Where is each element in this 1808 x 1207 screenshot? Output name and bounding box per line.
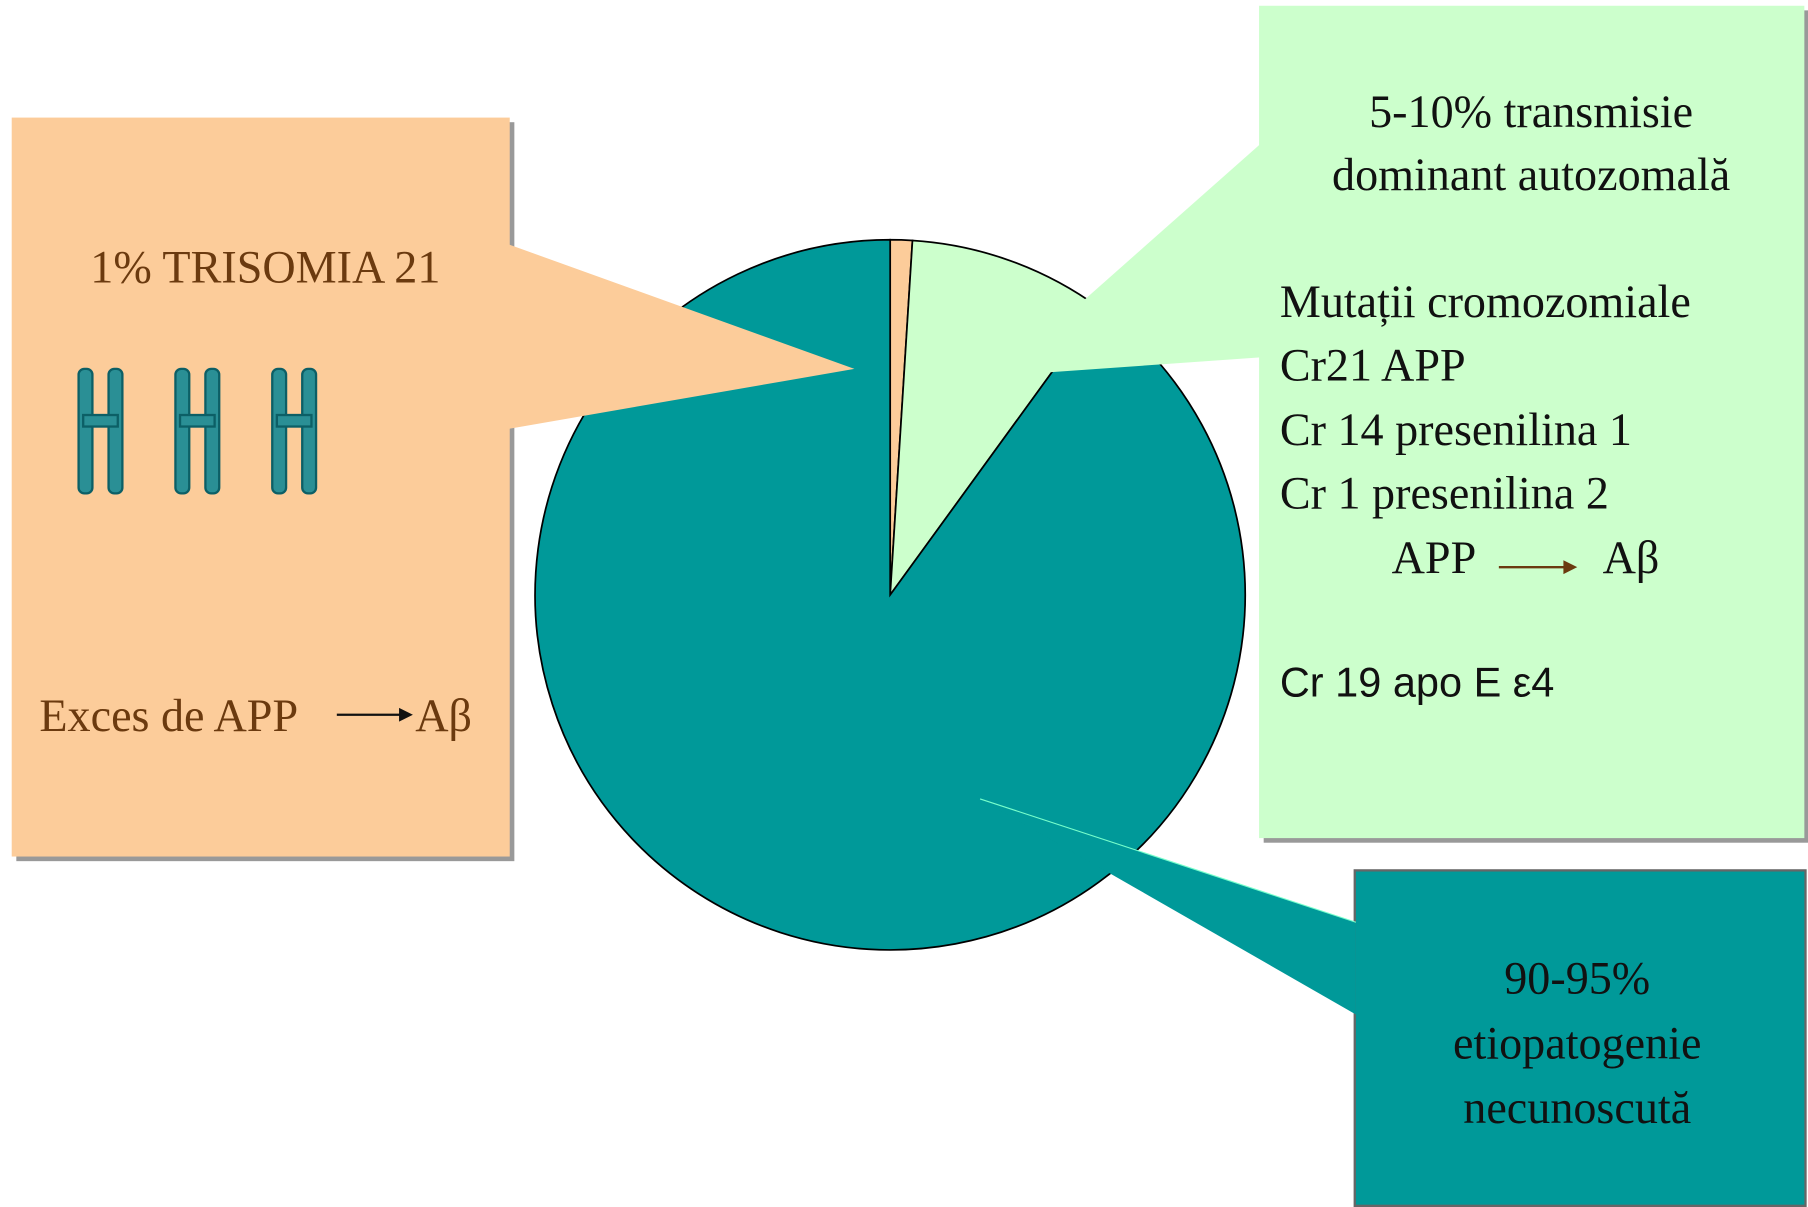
callout-box [11,117,510,857]
annotation: 90-95% [1504,953,1650,1004]
annotation: necunoscută [1463,1082,1691,1133]
annotation: Aβ [415,690,472,741]
annotation: 1% TRISOMIA 21 [90,241,440,292]
annotation: dominant autozomală [1332,149,1730,200]
callout-pointer [998,144,1261,376]
pointer-edge [979,798,1357,923]
annotation: Cr 19 apo E ε4 [1280,658,1555,705]
annotation: Aβ [1603,532,1660,583]
annotation: etiopatogenie [1453,1017,1701,1068]
arrowhead [1563,560,1578,575]
annotation: 5-10% transmisie [1369,86,1693,137]
callout-box [1353,869,1807,1207]
callout-box [1259,5,1805,839]
arrowhead [399,707,413,722]
annotation: Cr 14 presenilina 1 [1280,404,1632,455]
annotation: Cr21 APP [1280,339,1466,390]
annotation: Cr 1 presenilina 2 [1280,467,1609,518]
annotation: APP [1392,532,1477,583]
pie [534,238,1247,951]
chromosomes [77,367,318,495]
annotation: Exces de APP [39,690,298,741]
callout-pointer [508,244,855,429]
annotation: Mutații cromozomiale [1280,276,1691,327]
